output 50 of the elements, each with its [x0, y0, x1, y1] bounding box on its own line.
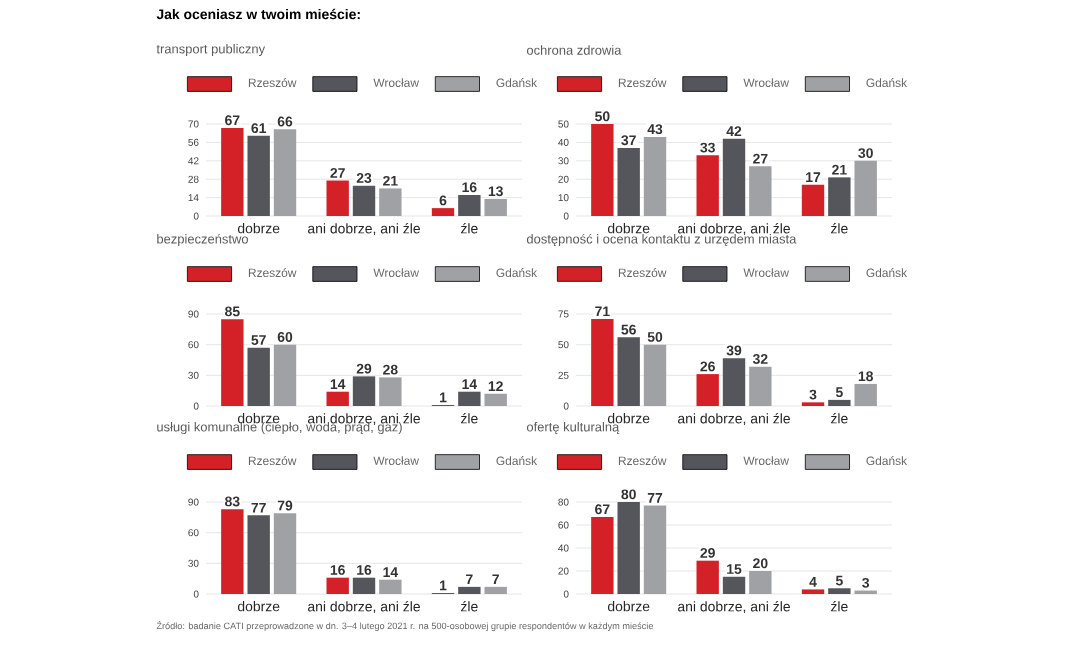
bar	[801, 184, 825, 217]
bar	[696, 155, 719, 217]
bar	[458, 586, 481, 595]
bar	[379, 579, 402, 595]
bar	[273, 129, 297, 217]
bar	[247, 515, 270, 595]
bar	[801, 589, 825, 595]
bar	[484, 393, 507, 407]
bar	[591, 516, 614, 595]
bar	[591, 318, 614, 407]
bar	[352, 577, 376, 595]
bar	[696, 560, 719, 595]
bar	[458, 194, 481, 217]
bar	[828, 177, 851, 217]
bar	[722, 358, 746, 407]
bar	[749, 571, 772, 595]
bar	[591, 124, 614, 217]
bar	[379, 377, 402, 407]
bar	[617, 337, 640, 407]
bar	[221, 127, 244, 217]
bar	[828, 588, 851, 595]
bar	[484, 198, 507, 217]
bar	[431, 208, 455, 217]
bar	[854, 383, 877, 407]
bar	[352, 185, 376, 217]
bar	[247, 347, 270, 407]
bar	[379, 188, 402, 217]
bar	[722, 576, 746, 595]
bar	[854, 160, 877, 217]
bar	[352, 376, 376, 407]
bar	[617, 502, 640, 595]
bar	[617, 147, 640, 217]
bar	[749, 366, 772, 407]
bar	[643, 136, 667, 217]
bar	[221, 319, 244, 407]
bar	[326, 577, 349, 595]
bar	[484, 586, 507, 595]
bar	[273, 344, 297, 407]
bar	[722, 138, 746, 217]
bar	[247, 135, 270, 217]
bar	[458, 391, 481, 407]
bar	[696, 374, 719, 407]
bar	[326, 391, 349, 407]
bar	[643, 344, 667, 407]
bar	[326, 180, 349, 217]
bar	[273, 513, 297, 595]
bar	[643, 505, 667, 595]
bar	[828, 399, 851, 407]
bar	[749, 166, 772, 217]
bar	[221, 509, 244, 595]
